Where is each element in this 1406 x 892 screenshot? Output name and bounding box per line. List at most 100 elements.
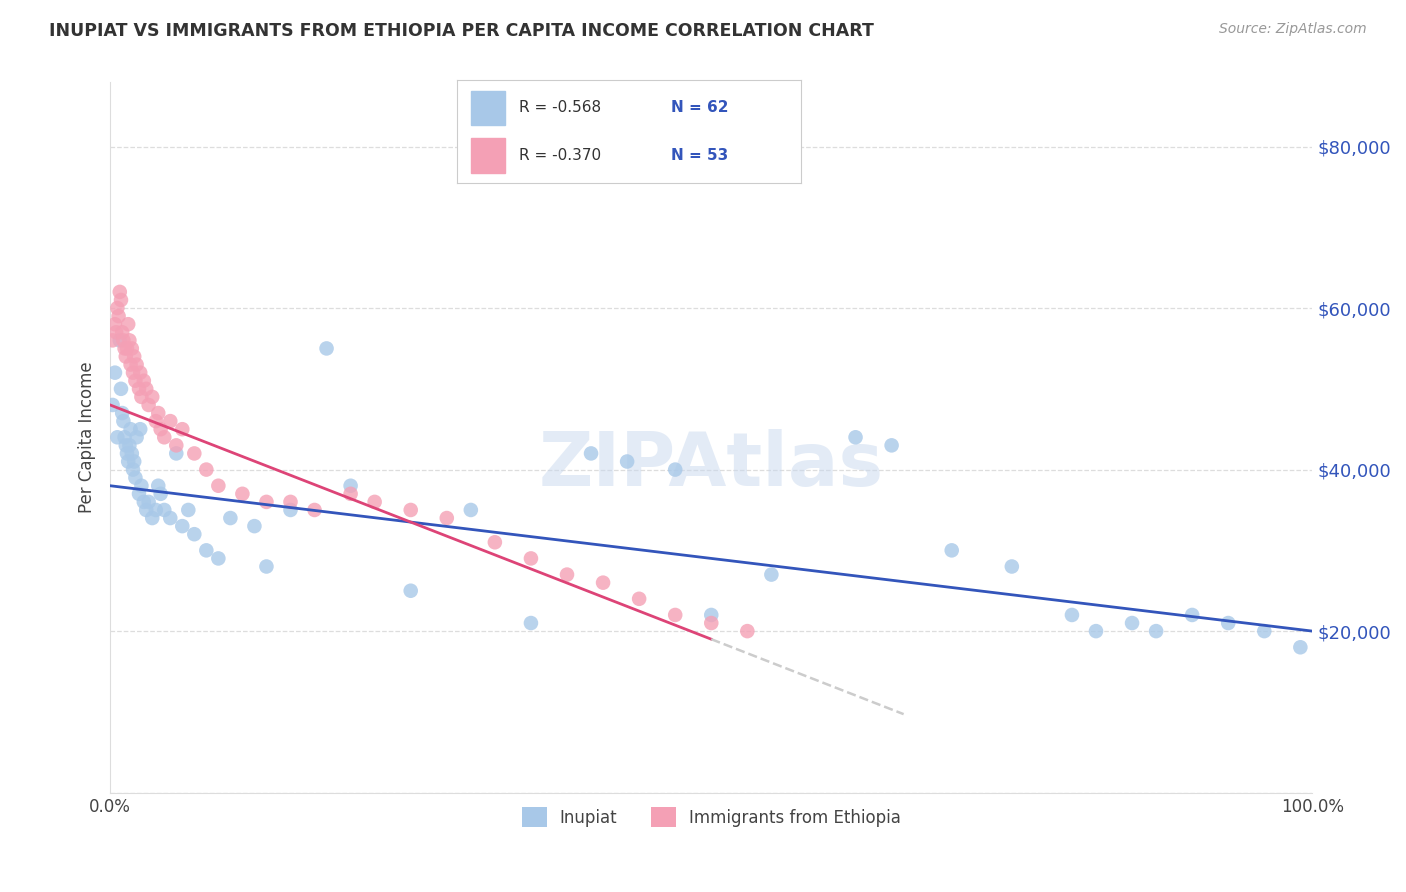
Point <box>145 414 167 428</box>
Point <box>219 511 242 525</box>
Point <box>105 326 128 340</box>
Point <box>121 342 143 356</box>
Text: R = -0.568: R = -0.568 <box>519 101 602 115</box>
Text: N = 53: N = 53 <box>671 148 728 162</box>
Point <box>165 446 187 460</box>
Point <box>110 293 132 307</box>
Point <box>112 334 135 348</box>
Point <box>149 487 172 501</box>
Point <box>177 503 200 517</box>
Point <box>1001 559 1024 574</box>
Point <box>172 519 194 533</box>
Point <box>183 527 205 541</box>
Point <box>120 422 142 436</box>
Point <box>112 414 135 428</box>
Point <box>165 438 187 452</box>
Point <box>114 430 136 444</box>
Point <box>121 446 143 460</box>
Point <box>1218 615 1240 630</box>
Point <box>120 358 142 372</box>
Point <box>243 519 266 533</box>
Point <box>159 414 181 428</box>
Point <box>399 583 422 598</box>
Point <box>183 446 205 460</box>
Text: N = 62: N = 62 <box>671 101 728 115</box>
Point <box>700 607 723 622</box>
Point <box>195 462 218 476</box>
Point <box>579 446 602 460</box>
Point <box>941 543 963 558</box>
Point <box>172 422 194 436</box>
Point <box>1060 607 1083 622</box>
Point <box>101 334 124 348</box>
Point <box>664 462 686 476</box>
Point <box>131 479 153 493</box>
Text: R = -0.370: R = -0.370 <box>519 148 602 162</box>
Point <box>107 309 129 323</box>
Point <box>132 495 155 509</box>
Point <box>1085 624 1108 639</box>
Point <box>145 503 167 517</box>
Point <box>700 615 723 630</box>
Point <box>128 382 150 396</box>
Point <box>122 366 145 380</box>
Point <box>131 390 153 404</box>
Point <box>129 422 152 436</box>
Point <box>844 430 866 444</box>
Point <box>207 479 229 493</box>
Point <box>153 503 176 517</box>
Point <box>114 438 136 452</box>
Point <box>761 567 783 582</box>
Point <box>880 438 903 452</box>
Point <box>1289 640 1312 655</box>
Point <box>125 430 148 444</box>
Point <box>363 495 385 509</box>
Point <box>125 358 148 372</box>
Point <box>280 495 302 509</box>
Point <box>148 406 170 420</box>
Point <box>101 398 124 412</box>
Point <box>114 342 136 356</box>
Point <box>315 342 337 356</box>
Point <box>114 350 136 364</box>
Text: Source: ZipAtlas.com: Source: ZipAtlas.com <box>1219 22 1367 37</box>
Point <box>124 374 146 388</box>
Point <box>118 334 141 348</box>
Point <box>108 334 131 348</box>
Point <box>110 382 132 396</box>
Point <box>141 390 163 404</box>
Point <box>1181 607 1204 622</box>
Legend: Inupiat, Immigrants from Ethiopia: Inupiat, Immigrants from Ethiopia <box>515 800 908 834</box>
Point <box>105 430 128 444</box>
Point <box>628 591 651 606</box>
Point <box>664 607 686 622</box>
Point <box>129 366 152 380</box>
Point <box>520 615 543 630</box>
Point <box>555 567 578 582</box>
Point <box>256 559 278 574</box>
Point <box>111 326 134 340</box>
Point <box>115 342 138 356</box>
Point <box>616 454 638 468</box>
Point <box>1144 624 1167 639</box>
Point <box>138 495 160 509</box>
Point <box>148 479 170 493</box>
Text: INUPIAT VS IMMIGRANTS FROM ETHIOPIA PER CAPITA INCOME CORRELATION CHART: INUPIAT VS IMMIGRANTS FROM ETHIOPIA PER … <box>49 22 875 40</box>
Point <box>122 350 145 364</box>
Point <box>159 511 181 525</box>
Point <box>280 503 302 517</box>
Point <box>108 285 131 299</box>
Point <box>1253 624 1275 639</box>
Point <box>135 382 157 396</box>
Point <box>153 430 176 444</box>
Point <box>149 422 172 436</box>
Point <box>399 503 422 517</box>
Point <box>128 487 150 501</box>
Point <box>117 454 139 468</box>
Point <box>118 438 141 452</box>
Point <box>122 454 145 468</box>
Point <box>256 495 278 509</box>
Point <box>460 503 482 517</box>
Point <box>207 551 229 566</box>
Point <box>124 470 146 484</box>
